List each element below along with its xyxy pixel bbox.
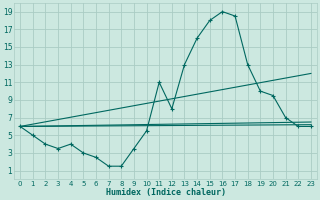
X-axis label: Humidex (Indice chaleur): Humidex (Indice chaleur) (106, 188, 226, 197)
